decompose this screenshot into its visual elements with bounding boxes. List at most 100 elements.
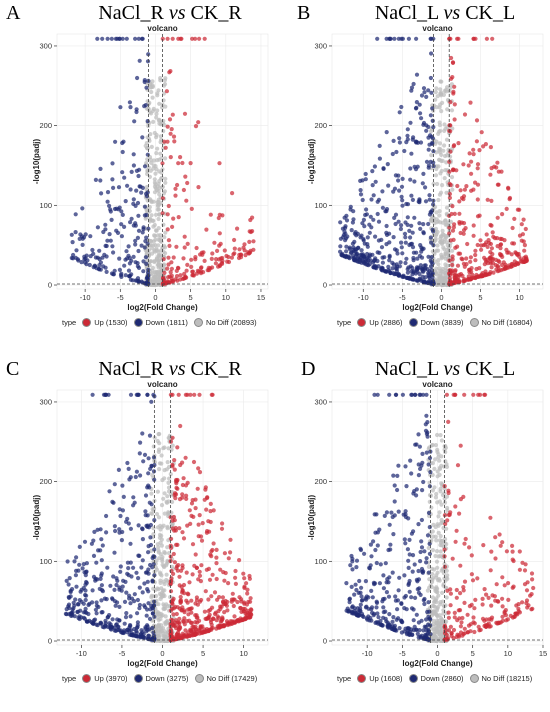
point-down xyxy=(136,36,141,41)
point-down xyxy=(151,630,156,635)
point-up xyxy=(219,526,225,531)
point-up xyxy=(173,186,178,191)
point-up xyxy=(452,84,457,89)
point-up xyxy=(208,509,213,514)
point-nodiff xyxy=(436,455,441,460)
legend-label: Down (2860) xyxy=(420,674,464,683)
point-up xyxy=(172,518,177,523)
point-nodiff xyxy=(437,510,442,515)
point-up xyxy=(447,191,452,197)
point-down xyxy=(150,579,155,584)
point-up xyxy=(211,616,216,621)
point-nodiff xyxy=(433,524,438,530)
point-up xyxy=(167,243,172,248)
point-down xyxy=(347,245,352,250)
point-nodiff xyxy=(438,549,443,554)
point-down xyxy=(429,51,434,56)
point-down xyxy=(338,236,343,241)
panel-letter: B xyxy=(297,2,311,24)
point-down xyxy=(411,258,416,263)
point-nodiff xyxy=(157,461,162,466)
legend-swatch xyxy=(408,318,418,327)
point-up xyxy=(452,117,457,122)
legend-swatch xyxy=(469,674,479,683)
point-nodiff xyxy=(439,79,444,84)
point-down xyxy=(82,539,88,544)
point-down xyxy=(418,559,423,564)
point-down xyxy=(66,582,71,587)
point-down xyxy=(404,484,409,489)
point-down xyxy=(374,605,379,610)
point-down xyxy=(69,232,74,237)
point-nodiff xyxy=(441,148,446,153)
point-down xyxy=(342,229,347,234)
point-down xyxy=(112,482,117,487)
point-up xyxy=(190,269,195,274)
point-nodiff xyxy=(438,543,443,548)
point-up xyxy=(480,596,485,601)
point-down xyxy=(426,88,431,93)
point-down xyxy=(403,464,408,469)
point-nodiff xyxy=(433,457,438,462)
point-down xyxy=(71,600,76,605)
panel-letter: D xyxy=(301,358,316,380)
point-nodiff xyxy=(159,453,164,458)
point-down xyxy=(100,36,105,41)
point-down xyxy=(131,152,136,157)
point-up xyxy=(182,616,187,621)
point-up xyxy=(482,587,487,592)
point-down xyxy=(392,483,397,488)
point-down xyxy=(369,588,374,593)
point-nodiff xyxy=(438,277,443,282)
point-nodiff xyxy=(149,271,154,276)
point-up xyxy=(242,584,247,589)
point-up xyxy=(465,612,470,617)
point-down xyxy=(408,177,413,182)
point-down xyxy=(145,59,151,64)
point-up xyxy=(181,619,186,624)
point-up xyxy=(190,542,196,547)
point-nodiff xyxy=(434,538,439,543)
point-down xyxy=(141,227,146,232)
point-down xyxy=(395,607,400,612)
point-down xyxy=(362,241,367,246)
point-down xyxy=(77,562,82,567)
point-down xyxy=(409,269,414,274)
point-down xyxy=(129,216,134,221)
point-nodiff xyxy=(149,111,154,116)
point-down xyxy=(132,500,137,505)
point-down xyxy=(130,633,135,638)
point-up xyxy=(475,242,480,248)
point-up xyxy=(531,585,536,591)
point-up xyxy=(211,541,216,546)
point-down xyxy=(146,601,151,606)
point-up xyxy=(467,604,472,609)
point-up xyxy=(248,607,254,612)
point-up xyxy=(173,277,178,282)
point-nodiff xyxy=(440,183,445,188)
point-down xyxy=(399,184,405,189)
point-up xyxy=(218,567,223,572)
point-up xyxy=(489,246,494,251)
point-up xyxy=(206,268,212,273)
point-down xyxy=(85,619,90,624)
point-down xyxy=(110,244,115,249)
point-down xyxy=(129,628,134,633)
point-down xyxy=(124,590,129,595)
point-nodiff xyxy=(154,167,159,172)
point-up xyxy=(478,238,483,243)
point-up xyxy=(458,443,463,448)
point-down xyxy=(409,606,415,611)
point-down xyxy=(127,100,132,105)
point-up xyxy=(195,602,200,607)
point-up xyxy=(445,518,450,523)
point-up xyxy=(168,131,173,136)
point-up xyxy=(500,575,505,580)
point-down xyxy=(385,625,390,630)
point-down xyxy=(116,467,121,472)
point-down xyxy=(393,173,398,178)
point-down xyxy=(386,594,392,599)
point-up xyxy=(455,618,460,623)
point-down xyxy=(384,590,389,595)
point-down xyxy=(122,224,127,229)
